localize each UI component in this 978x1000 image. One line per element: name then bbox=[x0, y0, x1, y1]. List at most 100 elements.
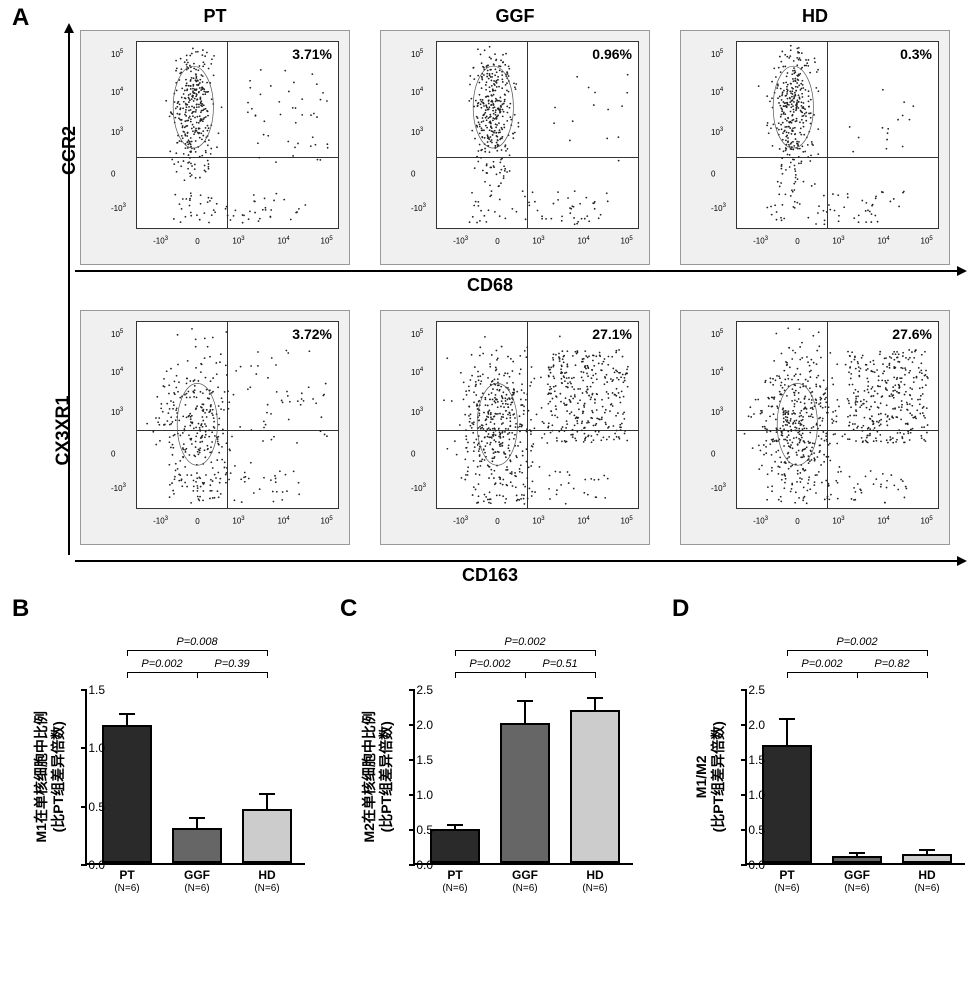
sig-tick bbox=[857, 672, 859, 678]
flow-plot-inner: 27.1% bbox=[436, 321, 639, 509]
row1-x-arrow bbox=[75, 270, 965, 272]
flow-y-tick: -103 bbox=[411, 203, 426, 213]
bar-xtick-n: (N=6) bbox=[425, 883, 485, 894]
bar-ytick: 0.5 bbox=[88, 800, 105, 814]
sig-tick bbox=[525, 672, 527, 678]
flow-x-tick: -103 bbox=[153, 516, 168, 526]
bar-ytick: 0.5 bbox=[748, 823, 765, 837]
flow-y-tick: 0 bbox=[411, 450, 415, 459]
flow-y-tick: 105 bbox=[411, 329, 423, 339]
bar bbox=[570, 710, 620, 863]
sig-line bbox=[455, 672, 525, 673]
sig-tick bbox=[267, 672, 269, 678]
bar-xtick: HD bbox=[897, 868, 957, 882]
bar-chart-b: M1在单核细胞中比例(比PT组差异倍数)PT(N=6)GGF(N=6)HD(N=… bbox=[30, 640, 330, 940]
flow-x-tick: 103 bbox=[532, 236, 544, 246]
bar bbox=[902, 854, 952, 863]
flow-y-tick: 104 bbox=[711, 87, 723, 97]
bar-xtick: PT bbox=[425, 868, 485, 882]
bar-xtick: PT bbox=[757, 868, 817, 882]
flow-x-tick: 105 bbox=[921, 516, 933, 526]
flow-y-tick: -103 bbox=[711, 483, 726, 493]
flow-plot: 27.1%-1030103104105-1030103104105 bbox=[380, 310, 650, 545]
bar-ytick-line bbox=[741, 794, 747, 796]
flow-x-tick: 105 bbox=[921, 236, 933, 246]
flow-y-tick: 0 bbox=[111, 450, 115, 459]
bar-ytick-line bbox=[409, 689, 415, 691]
flow-x-tick: 105 bbox=[321, 236, 333, 246]
bar-ytick-line bbox=[81, 747, 87, 749]
flow-y-tick: -103 bbox=[111, 483, 126, 493]
flow-y-tick: 105 bbox=[711, 329, 723, 339]
bar-ytick: 2.5 bbox=[748, 683, 765, 697]
bar bbox=[102, 725, 152, 863]
flow-y-tick: 103 bbox=[111, 407, 123, 417]
flow-plot-inner: 3.72% bbox=[136, 321, 339, 509]
flow-plot-inner: 3.71% bbox=[136, 41, 339, 229]
flow-x-tick: 0 bbox=[795, 517, 799, 526]
bar bbox=[762, 745, 812, 863]
bar-ytick-line bbox=[81, 806, 87, 808]
sig-tick bbox=[595, 672, 597, 678]
bar-ytick: 0.0 bbox=[416, 858, 433, 872]
column-header-pt: PT bbox=[80, 6, 350, 27]
flow-x-tick: 104 bbox=[277, 516, 289, 526]
flow-plot: 0.3%-1030103104105-1030103104105 bbox=[680, 30, 950, 265]
flow-x-tick: 0 bbox=[495, 237, 499, 246]
bar-ylabel-l2: (比PT组差异倍数) bbox=[710, 677, 727, 877]
bar-xtick: GGF bbox=[167, 868, 227, 882]
error-cap bbox=[259, 793, 275, 795]
flow-scatter bbox=[137, 42, 338, 228]
flow-plot: 0.96%-1030103104105-1030103104105 bbox=[380, 30, 650, 265]
bar-ytick-line bbox=[741, 864, 747, 866]
flow-x-tick: -103 bbox=[153, 236, 168, 246]
flow-y-tick: -103 bbox=[111, 203, 126, 213]
panelA-y-arrow bbox=[68, 25, 70, 555]
flow-x-tick: 0 bbox=[495, 517, 499, 526]
sig-tick bbox=[455, 650, 457, 656]
sig-tick bbox=[927, 650, 929, 656]
error-cap bbox=[447, 824, 463, 826]
sig-pvalue: P=0.002 bbox=[132, 658, 192, 670]
flow-scatter bbox=[737, 42, 938, 228]
flow-y-tick: 0 bbox=[411, 170, 415, 179]
bar-ylabel: M2在单核细胞中比例(比PT组差异倍数) bbox=[361, 677, 395, 877]
sig-tick bbox=[197, 672, 199, 678]
bar-ytick-line bbox=[741, 759, 747, 761]
flow-x-tick: 104 bbox=[577, 516, 589, 526]
flow-y-tick: 104 bbox=[111, 87, 123, 97]
bar bbox=[430, 829, 480, 863]
error-bar bbox=[786, 719, 788, 746]
flow-plot: 3.71%-1030103104105-1030103104105 bbox=[80, 30, 350, 265]
bar-ytick-line bbox=[409, 759, 415, 761]
bar-xtick-n: (N=6) bbox=[237, 883, 297, 894]
bar-ytick-line bbox=[81, 864, 87, 866]
panel-label-a: A bbox=[12, 4, 29, 32]
bar-xtick: HD bbox=[565, 868, 625, 882]
sig-tick bbox=[127, 650, 129, 656]
sig-pvalue: P=0.002 bbox=[495, 636, 555, 648]
bar-ytick: 0.0 bbox=[748, 858, 765, 872]
bar-ylabel-l2: (比PT组差异倍数) bbox=[378, 677, 395, 877]
flow-plot-inner: 0.96% bbox=[436, 41, 639, 229]
bar-ytick-line bbox=[741, 829, 747, 831]
bar-xtick: PT bbox=[97, 868, 157, 882]
bar-ytick: 1.0 bbox=[88, 741, 105, 755]
bar-xtick: GGF bbox=[495, 868, 555, 882]
bar-xtick-n: (N=6) bbox=[167, 883, 227, 894]
flow-x-tick: -103 bbox=[753, 516, 768, 526]
bar-xtick-n: (N=6) bbox=[827, 883, 887, 894]
sig-line bbox=[525, 672, 595, 673]
bar bbox=[500, 723, 550, 863]
sig-pvalue: P=0.002 bbox=[792, 658, 852, 670]
column-header-hd: HD bbox=[680, 6, 950, 27]
panel-label-d: D bbox=[672, 595, 689, 623]
bar-ytick-line bbox=[741, 724, 747, 726]
bar-ytick-line bbox=[81, 689, 87, 691]
bar-plot-area: PT(N=6)GGF(N=6)HD(N=6)P=0.002P=0.82P=0.0… bbox=[745, 690, 965, 865]
flow-x-tick: -103 bbox=[453, 236, 468, 246]
flow-plot-inner: 0.3% bbox=[736, 41, 939, 229]
bar-ytick: 0.5 bbox=[416, 823, 433, 837]
flow-x-tick: -103 bbox=[753, 236, 768, 246]
sig-tick bbox=[787, 650, 789, 656]
